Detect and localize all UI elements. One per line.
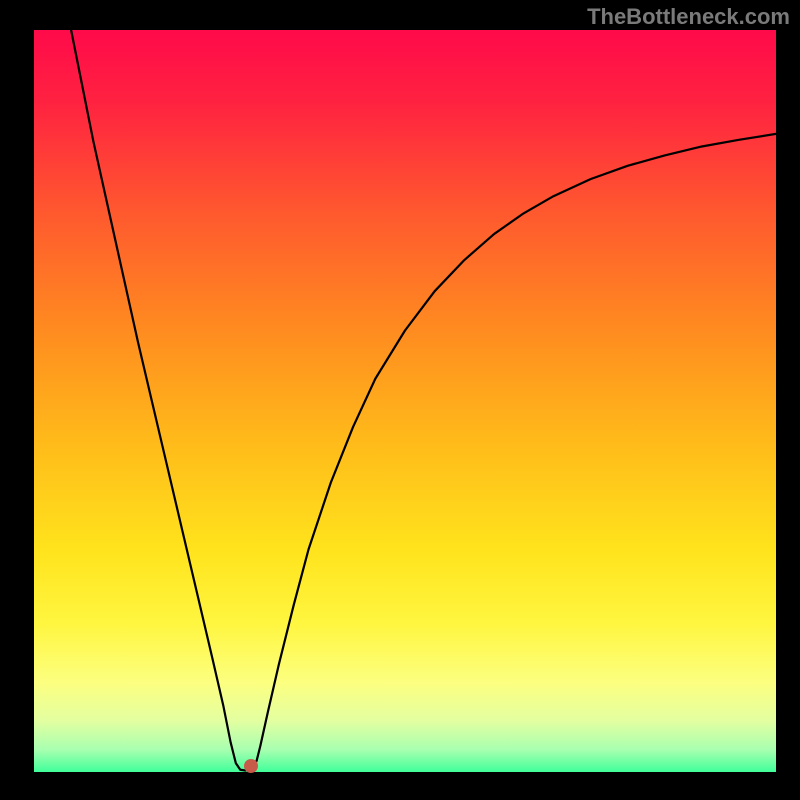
watermark-text: TheBottleneck.com [587, 4, 790, 30]
chart-background [34, 30, 776, 772]
chart-svg [34, 30, 776, 772]
chart-plot-area [34, 30, 776, 772]
min-marker [244, 759, 258, 773]
